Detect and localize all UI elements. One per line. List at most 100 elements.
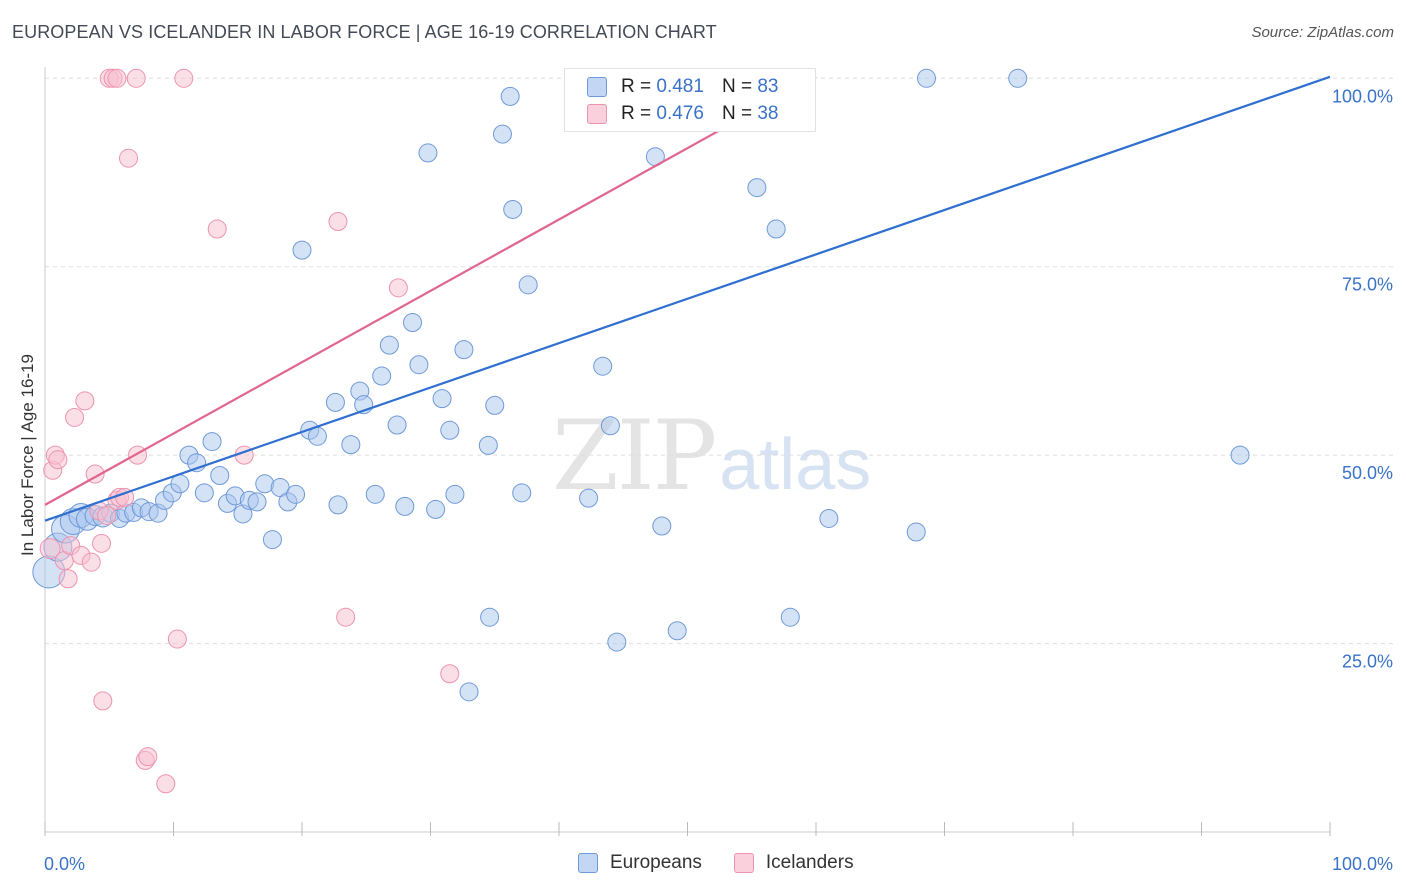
icelanders-point bbox=[48, 450, 68, 470]
legend-n-value-europeans: 83 bbox=[757, 76, 779, 97]
y-tick-label: 75.0% bbox=[1342, 275, 1393, 295]
legend-n-value-icelanders: 38 bbox=[757, 103, 779, 124]
europeans-point bbox=[262, 530, 282, 550]
europeans-point bbox=[210, 466, 230, 486]
europeans-point bbox=[480, 607, 500, 627]
legend-r-label: R = bbox=[621, 76, 652, 97]
series-icelanders-points bbox=[39, 68, 717, 794]
europeans-point bbox=[917, 68, 937, 88]
icelanders-point bbox=[328, 212, 348, 232]
icelanders-point bbox=[75, 391, 95, 411]
europeans-point bbox=[286, 484, 306, 504]
legend-label-europeans: Europeans bbox=[610, 852, 702, 873]
europeans-point bbox=[325, 392, 345, 412]
icelanders-point bbox=[156, 774, 176, 794]
source-credit: Source: ZipAtlas.com bbox=[1251, 24, 1394, 41]
icelanders-point bbox=[97, 505, 117, 525]
europeans-point bbox=[328, 495, 348, 515]
legend-row-europeans: R = 0.481 N = 83 bbox=[587, 74, 778, 100]
europeans-point bbox=[409, 355, 429, 375]
europeans-point bbox=[593, 356, 613, 376]
europeans-point bbox=[194, 483, 214, 503]
legend-swatch-europeans bbox=[578, 853, 598, 873]
europeans-point bbox=[395, 496, 415, 516]
series-europeans-points bbox=[32, 68, 1250, 702]
icelanders-point bbox=[336, 607, 356, 627]
legend-item-icelanders[interactable]: Icelanders bbox=[733, 852, 854, 874]
europeans-point bbox=[459, 682, 479, 702]
europeans-point bbox=[747, 178, 767, 198]
legend-swatch-icelanders bbox=[733, 853, 754, 873]
trend-lines bbox=[44, 75, 1331, 522]
europeans-point bbox=[307, 426, 327, 446]
x-tick-label-max: 100.0% bbox=[1332, 854, 1393, 874]
x-tick-label-min: 0.0% bbox=[44, 854, 85, 874]
chart-title: EUROPEAN VS ICELANDER IN LABOR FORCE | A… bbox=[12, 22, 717, 42]
europeans-point bbox=[202, 432, 222, 452]
watermark-atlas: atlas bbox=[719, 425, 872, 505]
europeans-point bbox=[579, 488, 599, 508]
europeans-point bbox=[766, 219, 786, 239]
europeans-point bbox=[365, 484, 385, 504]
icelanders-point bbox=[138, 747, 158, 767]
y-tick-label: 25.0% bbox=[1342, 652, 1393, 672]
icelanders-point bbox=[167, 629, 187, 649]
europeans-point bbox=[478, 435, 498, 455]
europeans-point bbox=[667, 621, 687, 641]
europeans-point bbox=[432, 389, 452, 409]
europeans-point bbox=[512, 483, 532, 503]
legend-swatch-icelanders bbox=[587, 104, 607, 124]
watermark-zip: ZIP bbox=[552, 400, 717, 512]
trend-line-icelanders bbox=[44, 75, 817, 506]
europeans-point bbox=[247, 492, 267, 512]
grid-lines bbox=[45, 77, 1393, 645]
y-axis-label: In Labor Force | Age 16-19 bbox=[18, 354, 37, 556]
icelanders-point bbox=[81, 552, 101, 572]
legend-r-value-europeans: 0.481 bbox=[656, 76, 704, 97]
legend-n-label: N = bbox=[721, 76, 753, 97]
europeans-point bbox=[500, 86, 520, 106]
europeans-point bbox=[906, 522, 926, 542]
europeans-point bbox=[518, 275, 538, 295]
europeans-point bbox=[170, 474, 190, 494]
europeans-point bbox=[485, 395, 505, 415]
europeans-point bbox=[1008, 68, 1028, 88]
icelanders-point bbox=[119, 148, 139, 168]
europeans-point bbox=[454, 340, 474, 360]
legend-swatch-europeans bbox=[587, 77, 607, 97]
correlation-legend: R = 0.481 N = 83 R = 0.476 N = 38 bbox=[564, 68, 816, 132]
series-legend: Europeans Icelanders bbox=[578, 852, 886, 874]
europeans-point bbox=[652, 516, 672, 536]
europeans-point bbox=[292, 240, 312, 260]
europeans-point bbox=[372, 366, 392, 386]
europeans-point bbox=[379, 335, 399, 355]
icelanders-point bbox=[107, 68, 127, 88]
axes bbox=[44, 67, 1331, 836]
europeans-point bbox=[492, 124, 512, 144]
europeans-point bbox=[780, 607, 800, 627]
icelanders-point bbox=[126, 68, 146, 88]
europeans-point bbox=[426, 499, 446, 519]
europeans-point bbox=[403, 313, 423, 333]
europeans-point bbox=[819, 508, 839, 528]
icelanders-point bbox=[174, 68, 194, 88]
legend-r-label: R = bbox=[621, 103, 652, 124]
europeans-point bbox=[341, 435, 361, 455]
europeans-point bbox=[387, 415, 407, 435]
legend-n-label: N = bbox=[721, 103, 753, 124]
tick-labels: 25.0% 50.0% 75.0% 100.0% 0.0% 100.0% bbox=[44, 86, 1393, 874]
y-tick-label: 100.0% bbox=[1332, 86, 1393, 106]
legend-item-europeans[interactable]: Europeans bbox=[578, 852, 702, 874]
legend-label-icelanders: Icelanders bbox=[765, 852, 854, 873]
europeans-point bbox=[600, 416, 620, 436]
icelanders-point bbox=[65, 407, 85, 427]
europeans-point bbox=[503, 199, 523, 219]
europeans-point bbox=[607, 632, 627, 652]
europeans-point bbox=[445, 484, 465, 504]
icelanders-point bbox=[207, 219, 227, 239]
icelanders-point bbox=[388, 278, 408, 298]
icelanders-point bbox=[440, 664, 460, 684]
icelanders-point bbox=[58, 569, 78, 589]
trend-line-europeans bbox=[44, 75, 1331, 522]
